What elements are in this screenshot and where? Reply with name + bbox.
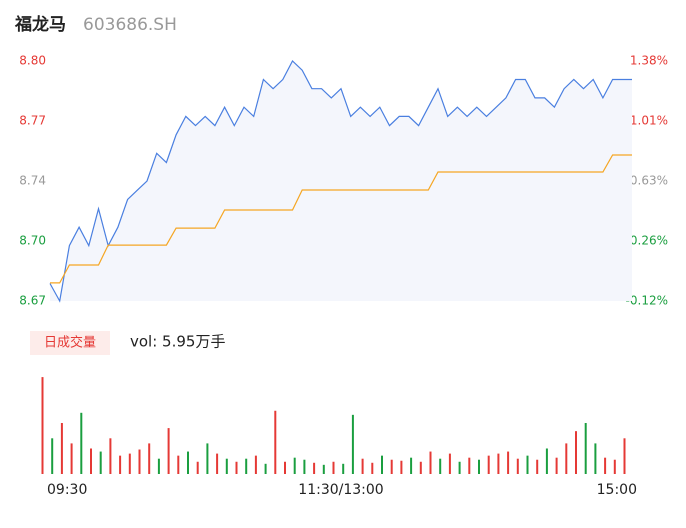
price-line [49, 60, 632, 303]
volume-bar [361, 458, 364, 474]
volume-bar [565, 443, 568, 474]
y-tick-label: 8.77 [19, 114, 46, 128]
volume-bar [206, 443, 209, 474]
volume-bar [604, 457, 607, 474]
volume-bar [575, 431, 577, 474]
volume-bar [313, 462, 316, 474]
volume-bar [157, 458, 160, 474]
volume-bar [128, 453, 131, 474]
volume-bar [478, 459, 480, 474]
y2-tick-label: 0.26% [630, 234, 668, 248]
volume-bar [284, 461, 286, 474]
badge: 日成交量 [44, 335, 96, 351]
volume-bar [80, 412, 83, 474]
volume-bar [584, 423, 587, 474]
y2-tick-label: 1.38% [630, 54, 668, 68]
volume-bar [177, 455, 180, 474]
volume-summary: vol: 5.95万手 [130, 333, 225, 351]
volume-bar [623, 438, 626, 474]
volume-bar [390, 459, 393, 474]
volume-bar [526, 455, 529, 474]
volume-bar [429, 451, 432, 474]
volume-bar [138, 449, 141, 474]
volume-bar [594, 443, 597, 474]
volume-bar [439, 458, 442, 474]
volume-bar [303, 459, 306, 474]
volume-bar [148, 443, 151, 474]
volume-bar [448, 453, 451, 474]
y-tick-label: 8.74 [19, 174, 46, 188]
volume-bar [90, 448, 92, 474]
volume-bar [497, 453, 500, 474]
volume-bar [216, 453, 219, 474]
volume-bar [225, 458, 228, 474]
volume-bar [109, 438, 112, 474]
volume-bar [507, 451, 510, 474]
volume-bar [119, 455, 122, 474]
stock-name: 福龙马 [14, 14, 66, 35]
volume-bar [400, 460, 403, 474]
volume-bar [235, 461, 238, 474]
volume-bar [419, 461, 422, 474]
volume-bar [196, 461, 199, 474]
volume-bar [555, 457, 558, 474]
volume-bar [41, 377, 44, 474]
y-tick-label: 8.70 [19, 234, 46, 248]
volume-bar [458, 461, 461, 474]
volume-bar [274, 410, 277, 474]
volume-bar [254, 455, 257, 474]
volume-bar [516, 458, 519, 474]
y-tick-label: 8.67 [19, 294, 46, 308]
volume-bar [410, 457, 413, 474]
volume-bar [99, 451, 102, 474]
x-tick-label: 09:30 [47, 482, 87, 498]
volume-bar [322, 464, 325, 474]
volume-bar [51, 438, 54, 474]
price-area [50, 61, 632, 301]
x-tick-label: 15:00 [597, 482, 637, 498]
volume-bar [167, 428, 170, 474]
y2-tick-label: 0.63% [630, 174, 668, 188]
stock-code: 603686.SH [83, 15, 177, 35]
y2-tick-label: -0.12% [626, 294, 668, 308]
volume-bar [264, 463, 267, 474]
volume-bar [187, 451, 189, 474]
y-tick-label: 8.80 [19, 54, 46, 68]
volume-bar [468, 457, 471, 474]
badge-bg [30, 331, 110, 355]
x-tick-label: 11:30/13:00 [298, 482, 383, 498]
volume-bar [351, 414, 354, 474]
volume-bar [60, 423, 63, 474]
volume-bar [70, 443, 73, 474]
volume-bar [545, 448, 548, 474]
volume-bar [536, 459, 539, 474]
volume-bar [487, 455, 490, 474]
volume-bar [245, 458, 248, 474]
volume-bar [332, 461, 335, 474]
y2-tick-label: 1.01% [630, 114, 668, 128]
volume-bar [342, 463, 345, 474]
volume-bar [371, 462, 374, 474]
average-line [50, 154, 632, 284]
volume-bar [381, 455, 383, 474]
volume-bar [613, 459, 616, 474]
volume-bar [293, 457, 296, 474]
